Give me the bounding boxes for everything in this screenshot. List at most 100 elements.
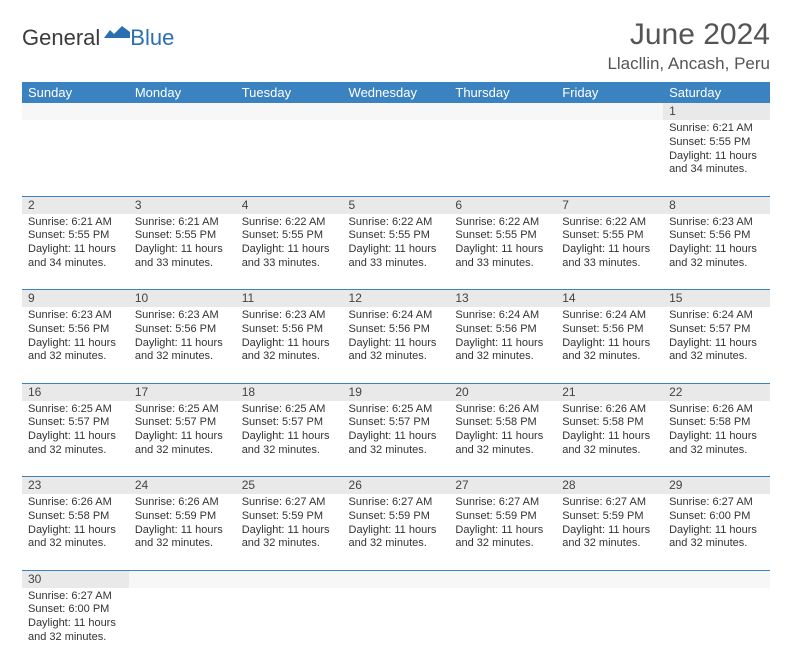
sunset-line: Sunset: 6:00 PM	[669, 510, 764, 524]
day-number	[129, 570, 236, 588]
sunset-line: Sunset: 5:55 PM	[669, 136, 764, 150]
daylight-line: Daylight: 11 hours and 32 minutes.	[242, 337, 337, 365]
day-number: 30	[22, 570, 129, 588]
sunset-line: Sunset: 5:58 PM	[562, 416, 657, 430]
sunrise-line: Sunrise: 6:24 AM	[455, 309, 550, 323]
daylight-line: Daylight: 11 hours and 32 minutes.	[349, 524, 444, 552]
daylight-line: Daylight: 11 hours and 32 minutes.	[135, 524, 230, 552]
sunrise-line: Sunrise: 6:23 AM	[242, 309, 337, 323]
sunset-line: Sunset: 5:55 PM	[242, 229, 337, 243]
col-sunday: Sunday	[22, 82, 129, 103]
sunrise-line: Sunrise: 6:21 AM	[28, 216, 123, 230]
page-title: June 2024	[607, 18, 770, 52]
day-cell: Sunrise: 6:24 AMSunset: 5:56 PMDaylight:…	[343, 307, 450, 383]
week-row: Sunrise: 6:21 AMSunset: 5:55 PMDaylight:…	[22, 120, 770, 196]
day-cell	[129, 588, 236, 664]
daylight-line: Daylight: 11 hours and 32 minutes.	[669, 243, 764, 271]
day-number: 18	[236, 383, 343, 401]
daylight-line: Daylight: 11 hours and 32 minutes.	[669, 430, 764, 458]
day-cell: Sunrise: 6:22 AMSunset: 5:55 PMDaylight:…	[343, 214, 450, 290]
day-number: 21	[556, 383, 663, 401]
sunset-line: Sunset: 5:55 PM	[135, 229, 230, 243]
sunrise-line: Sunrise: 6:27 AM	[562, 496, 657, 510]
day-cell	[129, 120, 236, 196]
daynum-row: 16171819202122	[22, 383, 770, 401]
day-cell	[236, 588, 343, 664]
day-number: 26	[343, 477, 450, 495]
col-thursday: Thursday	[449, 82, 556, 103]
day-cell	[449, 588, 556, 664]
sunset-line: Sunset: 5:56 PM	[242, 323, 337, 337]
sunset-line: Sunset: 5:56 PM	[669, 229, 764, 243]
day-cell: Sunrise: 6:24 AMSunset: 5:57 PMDaylight:…	[663, 307, 770, 383]
day-cell	[343, 120, 450, 196]
col-wednesday: Wednesday	[343, 82, 450, 103]
sunrise-line: Sunrise: 6:25 AM	[28, 403, 123, 417]
day-cell: Sunrise: 6:21 AMSunset: 5:55 PMDaylight:…	[129, 214, 236, 290]
day-number: 28	[556, 477, 663, 495]
day-cell	[236, 120, 343, 196]
sunset-line: Sunset: 5:59 PM	[562, 510, 657, 524]
sunset-line: Sunset: 5:57 PM	[349, 416, 444, 430]
day-number: 6	[449, 196, 556, 214]
sunrise-line: Sunrise: 6:26 AM	[135, 496, 230, 510]
sunrise-line: Sunrise: 6:26 AM	[455, 403, 550, 417]
day-cell: Sunrise: 6:23 AMSunset: 5:56 PMDaylight:…	[129, 307, 236, 383]
daylight-line: Daylight: 11 hours and 34 minutes.	[669, 150, 764, 178]
day-cell: Sunrise: 6:27 AMSunset: 5:59 PMDaylight:…	[236, 494, 343, 570]
sunrise-line: Sunrise: 6:26 AM	[28, 496, 123, 510]
day-number: 12	[343, 290, 450, 308]
sunrise-line: Sunrise: 6:22 AM	[562, 216, 657, 230]
sunrise-line: Sunrise: 6:26 AM	[669, 403, 764, 417]
day-cell: Sunrise: 6:25 AMSunset: 5:57 PMDaylight:…	[22, 401, 129, 477]
daynum-row: 30	[22, 570, 770, 588]
week-row: Sunrise: 6:21 AM Sunset: 5:55 PM Daylight:…	[22, 214, 770, 290]
sunset-line: Sunset: 5:58 PM	[455, 416, 550, 430]
day-number: 7	[556, 196, 663, 214]
daylight-line: Daylight: 11 hours and 33 minutes.	[562, 243, 657, 271]
daylight-line: Daylight: 11 hours and 32 minutes.	[28, 337, 123, 365]
sunset-line: Sunset: 5:57 PM	[135, 416, 230, 430]
sunrise-line: Sunrise: 6:23 AM	[135, 309, 230, 323]
day-cell	[556, 120, 663, 196]
day-number	[556, 570, 663, 588]
day-cell: Sunrise: 6:23 AMSunset: 5:56 PMDaylight:…	[22, 307, 129, 383]
sunset-line: Sunset: 5:56 PM	[135, 323, 230, 337]
sunset-line: Sunset: 5:59 PM	[242, 510, 337, 524]
sunrise-line: Sunrise: 6:24 AM	[669, 309, 764, 323]
day-cell: Sunrise: 6:23 AMSunset: 5:56 PMDaylight:…	[663, 214, 770, 290]
sunrise-line: Sunrise: 6:25 AM	[349, 403, 444, 417]
sunset-line: Sunset: 5:56 PM	[455, 323, 550, 337]
sunset-line: Sunset: 5:59 PM	[349, 510, 444, 524]
day-cell	[663, 588, 770, 664]
col-tuesday: Tuesday	[236, 82, 343, 103]
sunset-line: Sunset: 5:58 PM	[28, 510, 123, 524]
day-cell: Sunrise: 6:27 AMSunset: 5:59 PMDaylight:…	[343, 494, 450, 570]
daylight-line: Daylight: 11 hours and 32 minutes.	[669, 337, 764, 365]
calendar-header-row: Sunday Monday Tuesday Wednesday Thursday…	[22, 82, 770, 103]
daylight-line: Daylight: 11 hours and 32 minutes.	[28, 617, 123, 645]
day-cell: Sunrise: 6:25 AMSunset: 5:57 PMDaylight:…	[343, 401, 450, 477]
day-number: 1	[663, 103, 770, 120]
day-number	[22, 103, 129, 120]
day-cell: Sunrise: 6:24 AMSunset: 5:56 PMDaylight:…	[556, 307, 663, 383]
sunset-line: Sunset: 5:57 PM	[28, 416, 123, 430]
day-cell: Sunrise: 6:27 AMSunset: 6:00 PMDaylight:…	[663, 494, 770, 570]
daylight-line: Daylight: 11 hours and 33 minutes.	[349, 243, 444, 271]
sunrise-line: Sunrise: 6:22 AM	[455, 216, 550, 230]
day-cell: Sunrise: 6:26 AMSunset: 5:58 PMDaylight:…	[449, 401, 556, 477]
calendar-table: Sunday Monday Tuesday Wednesday Thursday…	[22, 82, 770, 664]
location: Llacllin, Ancash, Peru	[607, 54, 770, 74]
sunset-line: Sunset: 5:57 PM	[669, 323, 764, 337]
daylight-line: Daylight: 11 hours and 32 minutes.	[349, 337, 444, 365]
day-cell: Sunrise: 6:22 AMSunset: 5:55 PMDaylight:…	[556, 214, 663, 290]
day-number: 2	[22, 196, 129, 214]
sunrise-line: Sunrise: 6:25 AM	[242, 403, 337, 417]
sunrise-line: Sunrise: 6:27 AM	[349, 496, 444, 510]
day-number: 17	[129, 383, 236, 401]
logo: General Blue	[22, 24, 174, 51]
day-cell	[343, 588, 450, 664]
sunrise-line: Sunrise: 6:26 AM	[562, 403, 657, 417]
daylight-line: Daylight: 11 hours and 32 minutes.	[242, 524, 337, 552]
day-cell	[22, 120, 129, 196]
